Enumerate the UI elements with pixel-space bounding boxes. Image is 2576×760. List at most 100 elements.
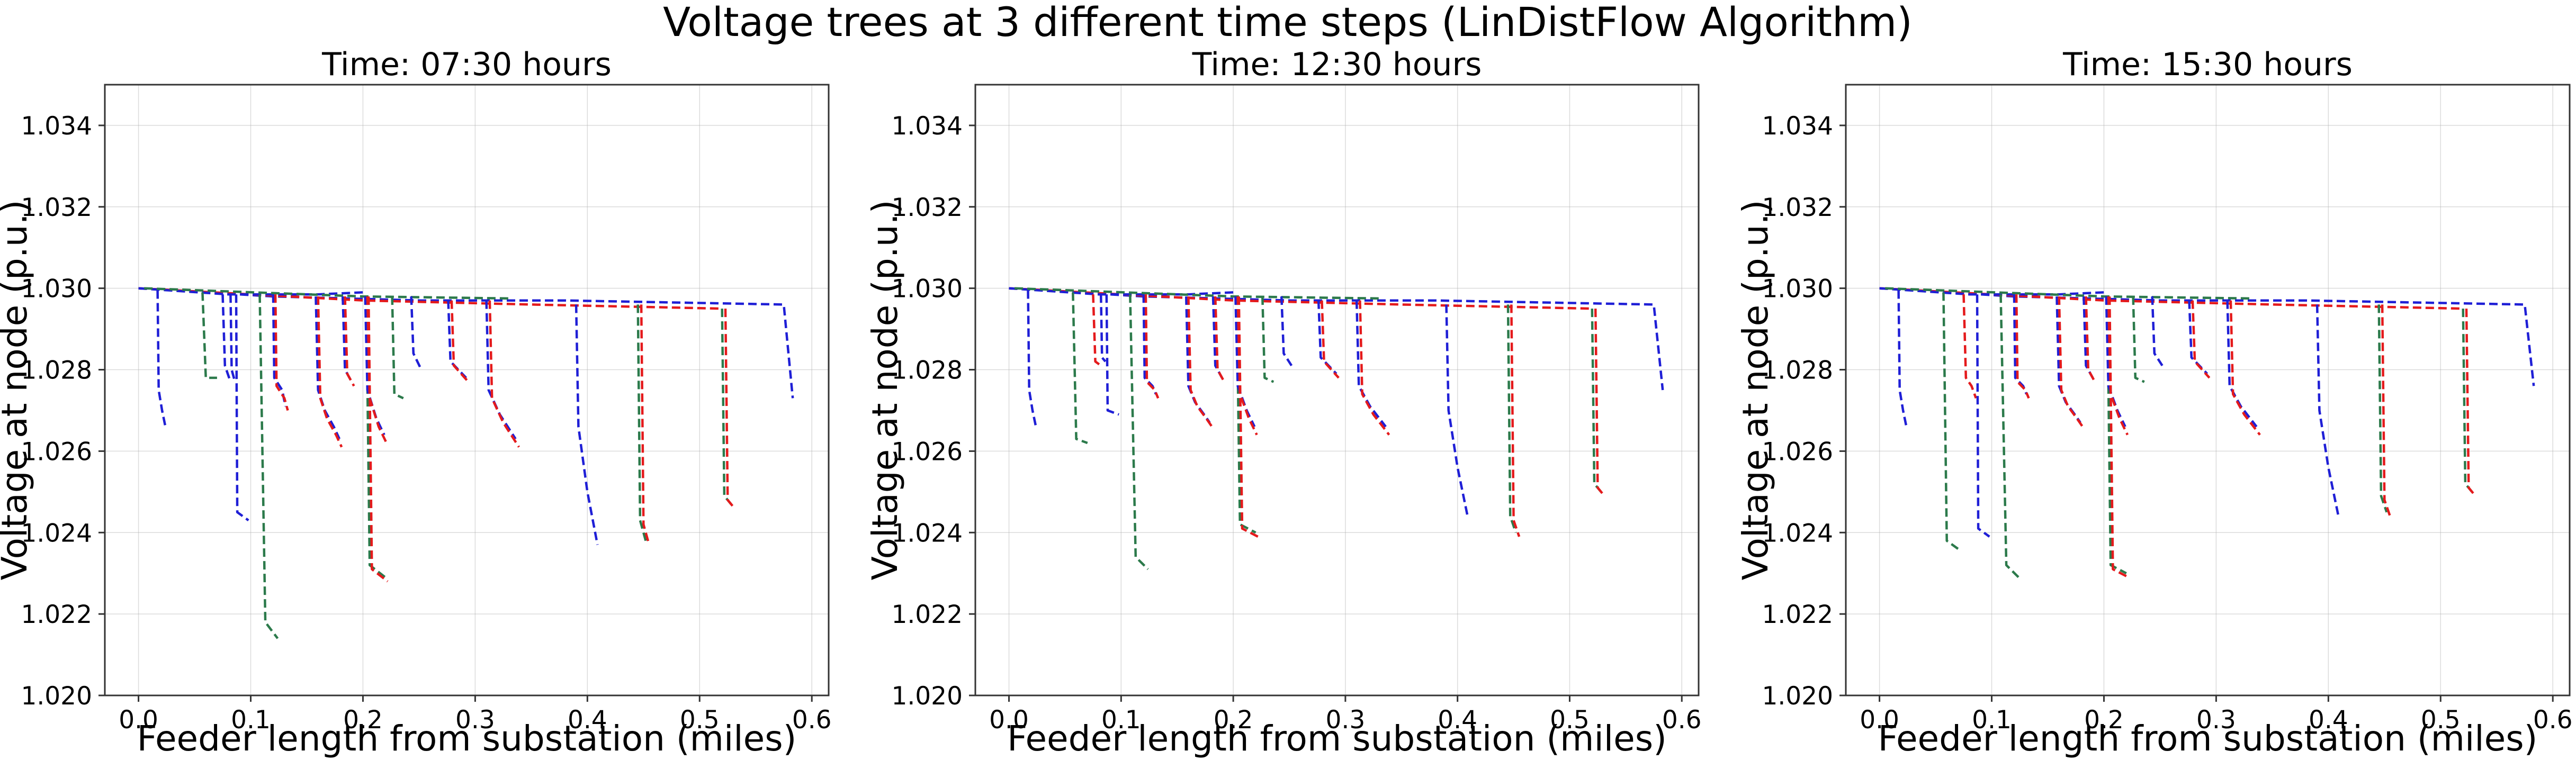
- chart-panel-3: 0.0 0.1 0.2 0.3 0.4 0.5 0.6 1.020 1.022 1.024 1.02…: [1735, 46, 2573, 759]
- series-line-13: [2058, 296, 2084, 428]
- series-line-4: [1885, 287, 2250, 300]
- series-line-16: [344, 296, 355, 387]
- x-tick-label: 0.3: [1326, 705, 1366, 735]
- series-line-1: [138, 287, 794, 399]
- y-tick-label: 1.020: [1762, 682, 1833, 711]
- series-line-30: [2465, 309, 2476, 497]
- y-tick-label: 1.030: [21, 275, 92, 304]
- chart-title: Time: 07:30 hours: [321, 46, 612, 83]
- series-line-6: [201, 292, 217, 379]
- x-tick-label: 0.3: [455, 705, 495, 735]
- series-line-4: [1015, 287, 1379, 300]
- axes-frame: [974, 84, 1700, 696]
- x-tick-label: 0.5: [680, 705, 720, 735]
- series-line-20: [366, 296, 388, 444]
- y-tick-label: 1.030: [1762, 275, 1833, 304]
- series-line-11: [2015, 294, 2030, 399]
- y-tick-label: 1.032: [891, 193, 963, 222]
- series-line-6: [1942, 292, 1959, 550]
- series-line-27: [2377, 304, 2388, 513]
- series-line-24: [450, 300, 470, 383]
- x-tick-label: 0.2: [343, 705, 383, 735]
- x-tick-label: 0.6: [792, 705, 832, 735]
- y-tick-label: 1.034: [891, 112, 963, 141]
- series-line-21: [1261, 296, 1274, 383]
- series-line-12: [1144, 294, 1160, 399]
- x-tick-label: 0.0: [989, 705, 1029, 735]
- series-line-29: [1510, 304, 1521, 537]
- series-line-29: [640, 304, 651, 545]
- series-line-31: [1594, 309, 1605, 497]
- chart-series-group: [138, 287, 794, 639]
- series-line-27: [575, 304, 599, 545]
- series-line-8: [1976, 294, 1990, 538]
- series-line-19: [2107, 296, 2129, 436]
- y-tick-label: 1.020: [21, 682, 92, 711]
- x-tick-label: 0.3: [2196, 705, 2236, 735]
- series-line-9: [1999, 294, 2019, 578]
- series-line-25: [2229, 300, 2261, 436]
- series-line-22: [1280, 296, 1293, 367]
- series-line-16: [1214, 296, 1226, 383]
- y-tick-label: 1.024: [891, 519, 963, 548]
- chart-panel-1: 0.0 0.1 0.2 0.3 0.4 0.5 0.6 1.020 1.022 1.024 1.02…: [0, 46, 832, 759]
- x-tick-label: 0.4: [2309, 705, 2348, 735]
- x-tick-label: 0.4: [568, 705, 607, 735]
- x-tick-label: 0.0: [1860, 705, 1899, 735]
- series-line-23: [2191, 300, 2211, 379]
- x-tick-label: 0.1: [1101, 705, 1141, 735]
- chart-panels: 0.0 0.1 0.2 0.3 0.4 0.5 0.6 1.020 1.022 1.024 1.02…: [0, 46, 2573, 759]
- x-axis-label: Feeder length from substation (miles): [1007, 718, 1667, 759]
- series-line-9: [1105, 294, 1119, 416]
- x-tick-label: 0.4: [1438, 705, 1477, 735]
- series-line-10: [258, 294, 279, 639]
- y-tick-label: 1.032: [21, 193, 92, 222]
- series-line-5: [1897, 290, 1908, 427]
- x-tick-label: 0.2: [1214, 705, 1253, 735]
- series-line-8: [229, 294, 236, 383]
- y-tick-label: 1.028: [21, 356, 92, 385]
- series-line-5: [1027, 290, 1037, 427]
- x-tick-label: 0.6: [1662, 705, 1702, 735]
- y-tick-label: 1.030: [891, 275, 963, 304]
- series-line-10: [1129, 294, 1149, 571]
- series-line-31: [724, 309, 735, 509]
- series-line-7: [1962, 294, 1977, 399]
- series-line-12: [274, 294, 289, 411]
- x-tick-label: 0.0: [119, 705, 158, 735]
- chart-title: Time: 12:30 hours: [1192, 46, 1482, 83]
- y-tick-label: 1.022: [21, 600, 92, 629]
- y-axis-label: Voltage at node (p.u.): [1735, 200, 1776, 581]
- x-tick-label: 0.5: [2421, 705, 2461, 735]
- y-tick-label: 1.026: [1762, 437, 1833, 466]
- series-line-9: [235, 294, 249, 522]
- y-tick-label: 1.026: [21, 437, 92, 466]
- series-line-4: [144, 287, 509, 300]
- series-line-26: [2315, 304, 2340, 517]
- series-line-28: [2381, 304, 2392, 517]
- series-line-14: [317, 296, 343, 448]
- x-tick-label: 0.6: [2533, 705, 2573, 735]
- x-tick-label: 0.2: [2084, 705, 2124, 735]
- series-line-20: [2132, 296, 2145, 383]
- series-line-11: [1142, 294, 1157, 395]
- series-line-23: [447, 300, 468, 379]
- chart-panel-2: 0.0 0.1 0.2 0.3 0.4 0.5 0.6 1.020 1.022 1.024 1.02…: [865, 46, 1702, 759]
- y-tick-label: 1.020: [891, 682, 963, 711]
- axes-frame: [1845, 84, 2571, 696]
- series-line-20: [1236, 296, 1258, 436]
- series-line-28: [636, 304, 647, 541]
- y-tick-label: 1.034: [1762, 112, 1833, 141]
- series-line-7: [221, 294, 232, 383]
- axes-frame: [104, 84, 830, 696]
- y-axis-label: Voltage at node (p.u.): [0, 200, 35, 581]
- series-line-14: [1187, 296, 1213, 428]
- series-line-6: [1072, 292, 1088, 445]
- series-line-23: [1317, 300, 1338, 375]
- series-line-21: [2151, 296, 2164, 367]
- y-tick-label: 1.022: [891, 600, 963, 629]
- figure-suptitle: Voltage trees at 3 different time steps …: [663, 0, 1913, 46]
- series-line-10: [2013, 294, 2028, 395]
- y-tick-label: 1.034: [21, 112, 92, 141]
